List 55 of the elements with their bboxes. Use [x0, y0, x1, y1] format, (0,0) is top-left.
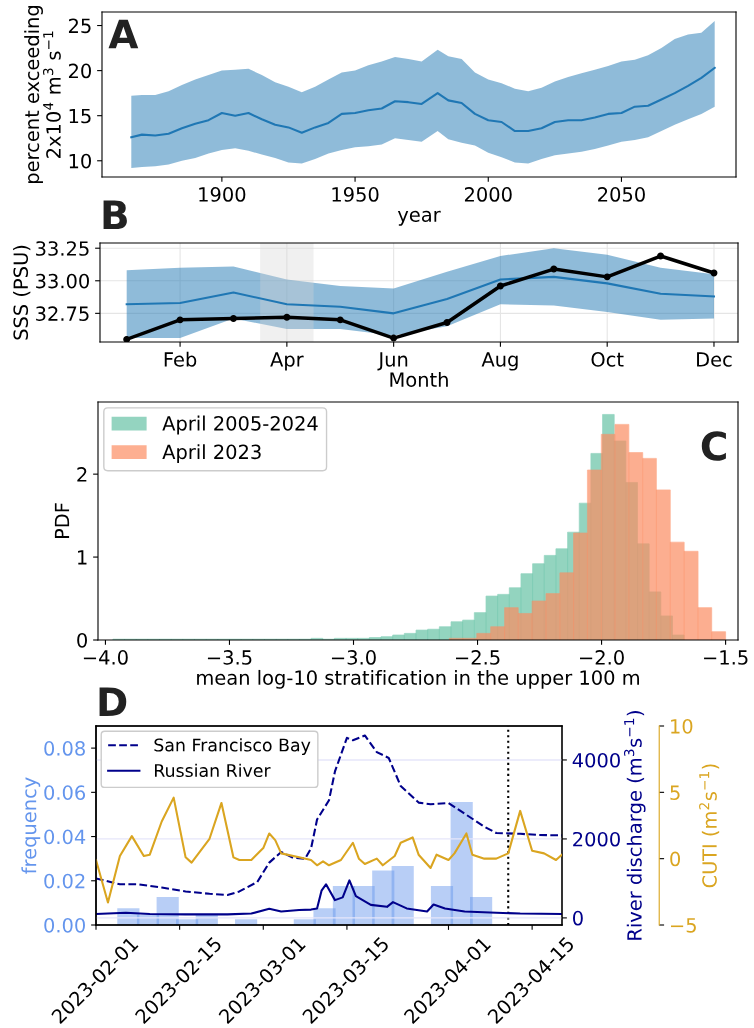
y-tick-label: 0.02 [44, 873, 85, 889]
y-tick-label: 33.25 [36, 241, 89, 256]
x-tick-label: −2.5 [455, 650, 500, 665]
x-tick-label: Apr [270, 352, 304, 371]
x-axis-title: Month [390, 371, 448, 387]
y3-tick-label: −5 [671, 918, 696, 933]
x-tick-label: Feb [164, 351, 197, 367]
y-tick-label: 1 [78, 550, 87, 565]
x-tick-label: Jun [377, 352, 408, 371]
y-tick-label: 0.04 [44, 829, 86, 845]
y-tick-label: 0.08 [44, 741, 85, 756]
x-tick-label: −3.5 [207, 650, 252, 665]
x-axis-title: mean log-10 stratification in the upper 100 m [197, 669, 639, 689]
y3-tick-label: 5 [670, 785, 680, 800]
chart-title: A [108, 19, 139, 49]
x-tick-label: 1900 [199, 187, 246, 202]
x-tick-label: 2000 [464, 187, 512, 202]
x-tick-label: 2050 [598, 187, 645, 202]
x-tick-label: Oct [591, 352, 624, 367]
y2-tick-label: 2000 [573, 831, 620, 847]
x-tick-label: −4.0 [83, 650, 128, 665]
chart-title: D [99, 687, 127, 716]
text: C [701, 431, 726, 461]
x-tick-label: 1950 [332, 187, 379, 202]
x-tick-label: −1.5 [704, 650, 748, 665]
legend-label: San Francisco Bay [154, 738, 311, 755]
y-tick-label: 2 [77, 467, 87, 482]
y-tick-label: 10 [69, 153, 91, 169]
y2-tick-label: 0 [573, 910, 583, 926]
y-axis-title: PDF [54, 503, 70, 539]
x-tick-label: Dec [697, 352, 732, 367]
legend-label: April 2023 [162, 444, 261, 463]
x-tick-label: Aug [481, 352, 518, 371]
legend-label: Russian River [155, 763, 271, 778]
y-tick-label: 33.00 [36, 273, 89, 289]
y-tick-label: 25 [68, 18, 91, 34]
x-axis-title: year [397, 210, 441, 226]
y-tick-label: 15 [69, 108, 91, 124]
y3-tick-label: 0 [670, 851, 681, 867]
y-tick-label: 0.06 [44, 785, 86, 800]
chart-title: B [103, 200, 127, 229]
y-axis-title: SSS (PSU) [13, 245, 31, 340]
x-tick-label: −3.0 [331, 650, 376, 665]
y3-axis-title: CUTI (m$^{2}$s$^{−1}$) [699, 764, 720, 888]
y-axis-title: frequency [21, 777, 41, 874]
y-tick-label: 0 [77, 632, 87, 648]
y-axis-title: percent exceeding 2x10$^{4}$ m$^{3}$ s$^{−1}$ [24, 6, 61, 183]
y2-axis-title: River discharge (m$^{3}$s$^{−1}$) [623, 711, 646, 940]
legend-label: April 2005-2024 [162, 415, 318, 435]
y3-tick-label: 10 [671, 718, 693, 734]
y2-tick-label: 4000 [572, 752, 620, 768]
y-tick-label: 20 [68, 63, 91, 79]
y-tick-label: 0.00 [44, 917, 85, 933]
x-tick-label: −2.0 [580, 650, 624, 665]
y-tick-label: 32.75 [36, 306, 89, 322]
